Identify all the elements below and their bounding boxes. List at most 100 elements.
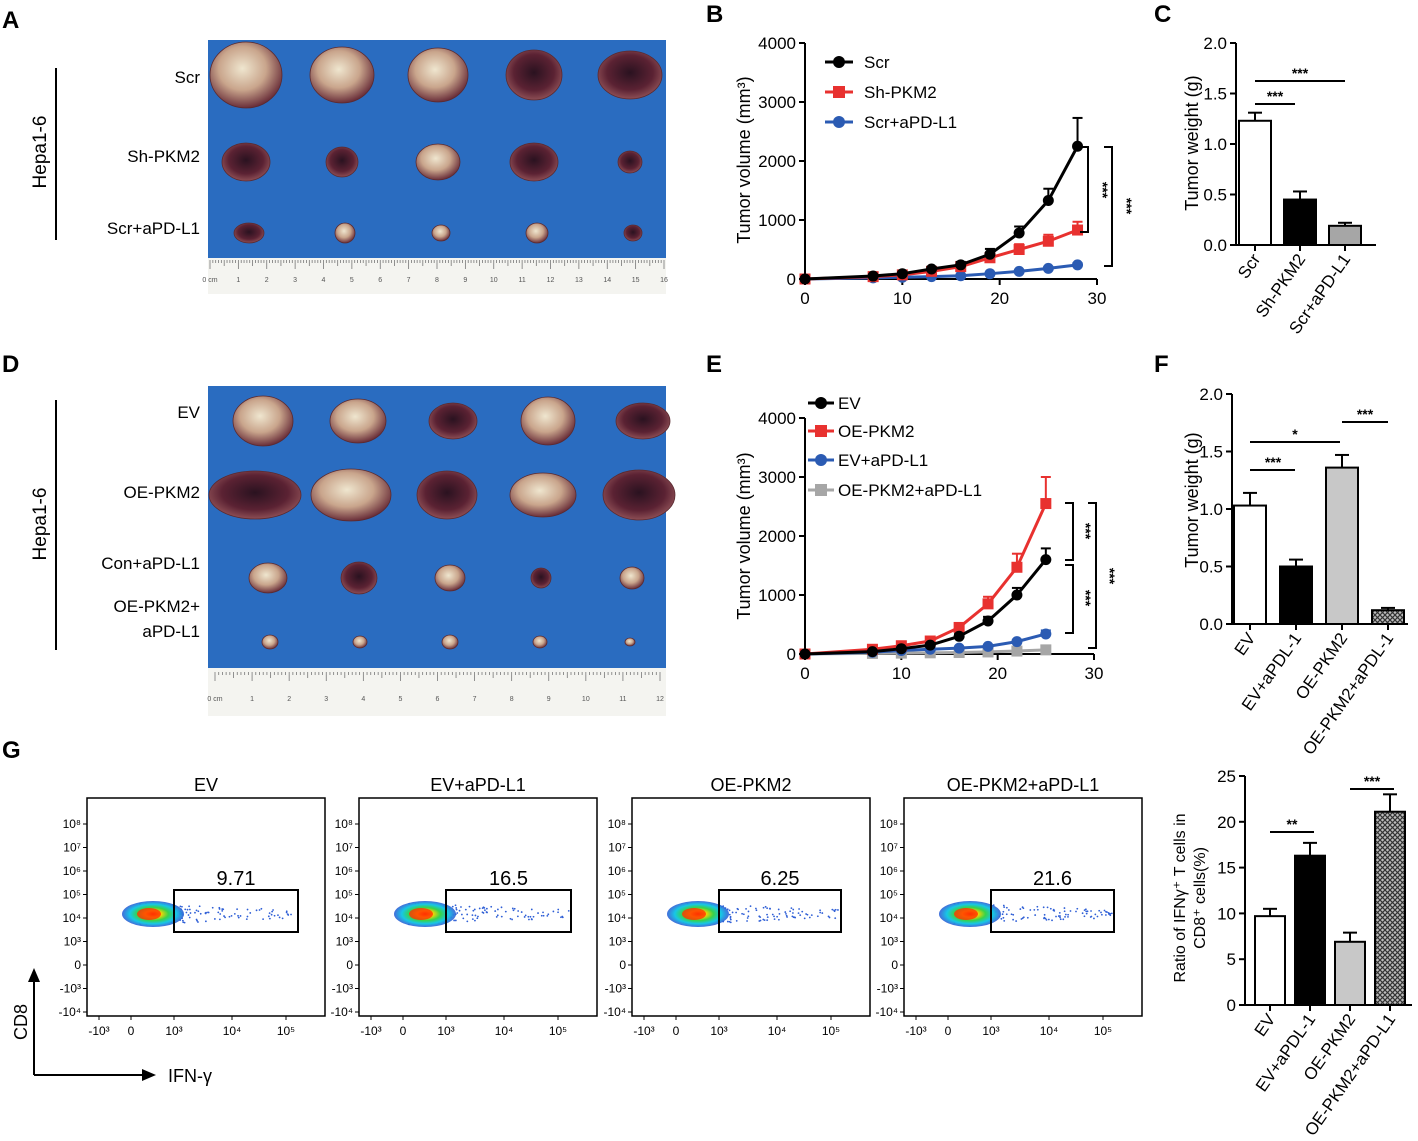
- flow-event: [188, 916, 191, 919]
- ruler-label: 3: [293, 277, 297, 284]
- y-tick-label: 0.0: [1203, 236, 1227, 255]
- flow-event: [819, 909, 822, 912]
- flow-event: [1043, 913, 1046, 916]
- flow-event: [1005, 906, 1008, 909]
- panel-e-letter: E: [706, 351, 722, 378]
- panel-g-y-axis-label: Ratio of IFNγ⁺ T cells in: [1172, 813, 1189, 982]
- flow-y-tick-label: 10⁶: [63, 864, 81, 878]
- ruler-label: 5: [350, 277, 354, 284]
- flow-event: [290, 913, 292, 916]
- flow-event: [810, 914, 813, 917]
- flow-event: [1003, 919, 1006, 922]
- data-point: [1011, 645, 1023, 657]
- y-tick-label: 2.0: [1203, 34, 1227, 53]
- flow-event: [460, 906, 462, 908]
- flow-event: [189, 912, 192, 914]
- flow-event: [1002, 910, 1005, 913]
- flow-event: [1084, 908, 1087, 911]
- tumor-sample: [407, 47, 469, 103]
- flow-event: [277, 914, 279, 917]
- y-tick-label: 1.5: [1203, 85, 1227, 104]
- flow-event: [272, 909, 274, 911]
- y-tick-label: 5: [1227, 950, 1236, 969]
- flow-y-tick-label: 0: [74, 958, 81, 972]
- flow-event: [484, 909, 486, 912]
- flow-event: [749, 905, 752, 908]
- series-EV: [799, 547, 1052, 660]
- flow-event: [455, 908, 458, 911]
- flow-event: [504, 910, 507, 913]
- flow-y-tick-label: 10³: [881, 935, 898, 949]
- flow-y-tick-label: 10⁸: [335, 817, 353, 831]
- y-tick-label: 2.0: [1199, 385, 1223, 404]
- flow-event: [198, 905, 201, 908]
- panel-b-letter: B: [706, 1, 723, 28]
- flow-y-tick-label: 0: [619, 958, 626, 972]
- y-tick-label: 0.0: [1199, 615, 1223, 634]
- panel-g-letter: G: [2, 737, 21, 764]
- flow-x-tick-label: -10³: [905, 1024, 926, 1038]
- ruler-label: 10: [582, 696, 590, 703]
- flow-event: [472, 909, 475, 912]
- flow-event: [785, 914, 788, 917]
- tumor-sample: [509, 142, 559, 182]
- bar: [1283, 198, 1317, 247]
- data-point: [984, 268, 996, 280]
- flow-event: [798, 908, 800, 910]
- legend-marker: [815, 425, 827, 437]
- legend-marker: [833, 116, 845, 128]
- flow-event: [773, 915, 775, 918]
- tumor-photos: [209, 41, 663, 244]
- x-tick-label: 0: [800, 664, 809, 683]
- bar: [1328, 224, 1362, 246]
- ruler-label: 13: [575, 277, 583, 284]
- flow-y-axis-label: CD8: [11, 1004, 31, 1040]
- flow-event: [806, 913, 809, 916]
- flow-event: [778, 912, 781, 915]
- flow-event: [490, 905, 493, 908]
- flow-event: [764, 905, 767, 908]
- panel-e-significance: *** *** ***: [1065, 502, 1118, 649]
- y-tick-label: 1000: [758, 586, 796, 605]
- y-tick-label: 0: [787, 645, 796, 664]
- ruler-label: 12: [547, 277, 555, 284]
- flow-event: [473, 908, 476, 911]
- flow-event: [273, 914, 276, 917]
- x-tick-label: 10: [893, 289, 912, 308]
- flow-density-core: [137, 908, 161, 920]
- tumor-sample: [415, 143, 461, 181]
- flow-y-tick-label: 0: [346, 958, 353, 972]
- flow-event: [1057, 915, 1060, 917]
- flow-event: [530, 918, 533, 920]
- panel-c-bars: [1238, 111, 1362, 247]
- flow-event: [485, 907, 488, 910]
- panel-c-significance: *** ***: [1255, 65, 1345, 105]
- panel-a-cell-line: Hepa1-6: [30, 116, 51, 189]
- flow-event: [500, 906, 503, 909]
- flow-event: [762, 918, 765, 921]
- y-tick-label: 3000: [758, 93, 796, 112]
- flow-event: [460, 913, 463, 916]
- flow-event: [1076, 907, 1079, 910]
- flow-event: [1012, 913, 1015, 916]
- flow-event: [561, 916, 564, 919]
- flow-event: [219, 913, 222, 915]
- panel-b-legend: Scr Sh-PKM2 Scr+aPD-L1: [825, 53, 957, 132]
- tumor-sample: [248, 562, 288, 594]
- x-tick-label: EV: [1231, 629, 1260, 659]
- panel-e-legend: EV OE-PKM2 EV+aPD-L1 OE-PKM2+aPD-L1: [808, 394, 982, 500]
- flow-event: [233, 912, 236, 915]
- flow-y-tick-label: 10⁶: [880, 864, 898, 878]
- flow-plot-frame: [358, 797, 598, 1017]
- x-tick-label: EV: [1251, 1010, 1280, 1040]
- data-point: [1013, 227, 1025, 239]
- flow-y-tick-label: -10³: [605, 982, 626, 996]
- flow-event: [211, 906, 214, 909]
- flow-x-tick-label: 10⁴: [1040, 1024, 1059, 1038]
- flow-event: [223, 915, 225, 917]
- tumor-sample: [309, 46, 375, 104]
- data-point: [1011, 561, 1023, 573]
- flow-event: [246, 915, 249, 918]
- flow-event: [567, 909, 570, 912]
